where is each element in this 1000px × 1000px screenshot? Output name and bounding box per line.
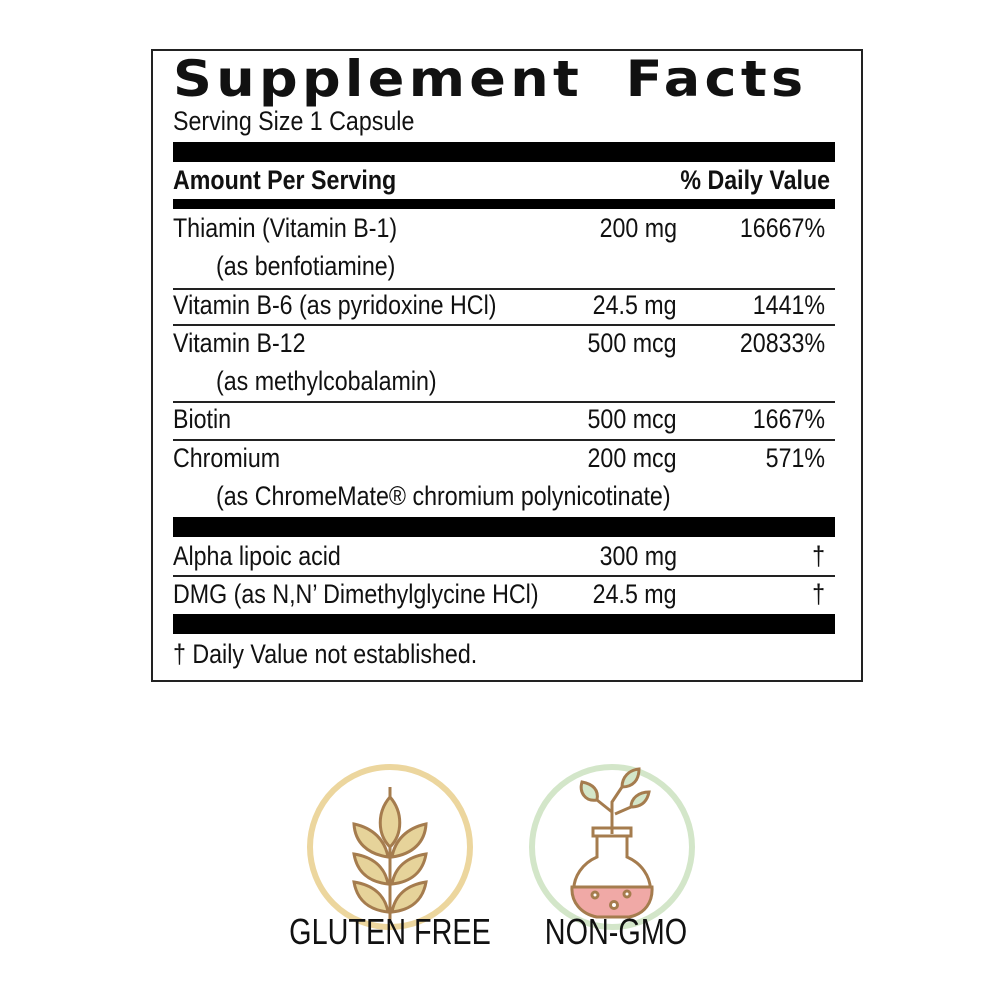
nutrient-dv: 20833%: [739, 328, 825, 358]
row-divider: [173, 324, 835, 326]
nutrient-name: Vitamin B-12: [173, 328, 306, 358]
nutrient-amount: 200 mcg: [587, 443, 677, 473]
row-divider: [173, 288, 835, 290]
nutrient-amount: 500 mcg: [587, 404, 677, 434]
flask-plant-icon: [529, 764, 695, 930]
ingredient-dv: †: [812, 541, 825, 571]
nutrient-dv: 1441%: [752, 290, 825, 320]
row-divider: [173, 401, 835, 403]
gluten-free-label: GLUTEN FREE: [289, 911, 491, 952]
ingredient-name: DMG (as N,N’ Dimethylglycine HCl): [173, 579, 539, 609]
nutrient-name: Biotin: [173, 404, 232, 434]
nutrient-source: (as benfotiamine): [216, 251, 396, 281]
serving-size: Serving Size 1 Capsule: [173, 106, 415, 136]
nutrient-amount: 200 mg: [599, 213, 677, 243]
ingredient-dv: †: [812, 579, 825, 609]
panel-title: Supplement Facts: [173, 50, 808, 108]
nutrient-amount: 500 mcg: [587, 328, 677, 358]
nutrient-dv: 16667%: [739, 213, 825, 243]
nutrient-dv: 1667%: [752, 404, 825, 434]
non-gmo-label: NON-GMO: [544, 911, 688, 952]
nutrient-source: (as methylcobalamin): [216, 366, 437, 396]
divider-medium: [173, 199, 835, 209]
footnote: † Daily Value not established.: [173, 639, 478, 669]
nutrient-amount: 24.5 mg: [593, 290, 677, 320]
divider-thick: [173, 142, 835, 162]
nutrient-name: Thiamin (Vitamin B-1): [173, 213, 398, 243]
nutrient-name: Chromium: [173, 443, 281, 473]
nutrient-source: (as ChromeMate® chromium polynicotinate): [216, 481, 671, 511]
amount-per-serving-header: Amount Per Serving: [173, 165, 397, 195]
divider-thick: [173, 614, 835, 634]
ingredient-amount: 24.5 mg: [593, 579, 677, 609]
daily-value-header: % Daily Value: [680, 165, 830, 195]
wheat-icon: [307, 764, 473, 930]
row-divider: [173, 439, 835, 441]
ingredient-name: Alpha lipoic acid: [173, 541, 341, 571]
ingredient-amount: 300 mg: [599, 541, 677, 571]
supplement-facts-panel: [151, 49, 863, 682]
row-divider: [173, 575, 835, 577]
nutrient-name: Vitamin B-6 (as pyridoxine HCl): [173, 290, 497, 320]
nutrient-dv: 571%: [765, 443, 825, 473]
divider-thick: [173, 517, 835, 537]
